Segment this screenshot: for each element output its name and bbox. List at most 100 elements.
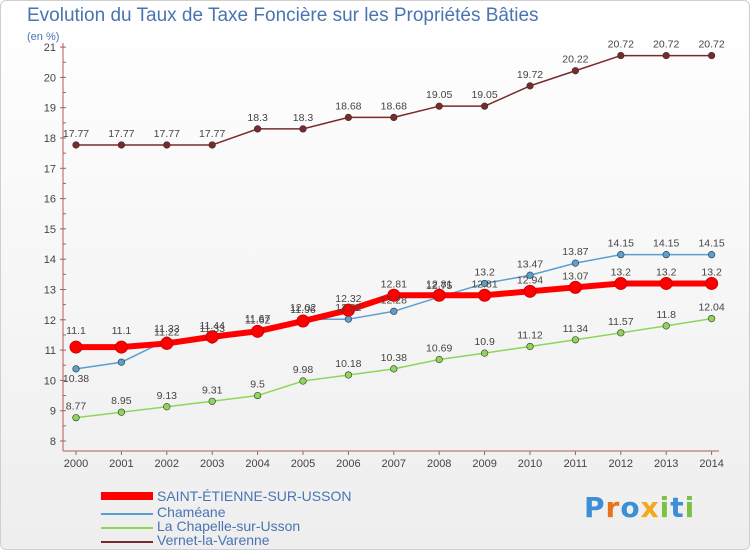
data-point bbox=[72, 365, 80, 373]
data-label: 13.87 bbox=[562, 246, 588, 258]
data-label: 12.81 bbox=[381, 278, 407, 290]
data-point bbox=[387, 288, 401, 302]
data-label: 17.77 bbox=[63, 128, 89, 140]
data-label: 11.33 bbox=[199, 323, 225, 335]
x-tick-label: 2009 bbox=[472, 458, 496, 470]
y-tick-label: 8 bbox=[50, 436, 56, 448]
data-point bbox=[571, 259, 580, 267]
data-point bbox=[526, 82, 534, 90]
x-tick-label: 2014 bbox=[699, 458, 723, 470]
data-label: 20.72 bbox=[608, 39, 634, 51]
y-tick-label: 12 bbox=[44, 315, 56, 327]
data-point bbox=[617, 51, 625, 60]
data-point bbox=[617, 329, 625, 337]
y-tick-label: 9 bbox=[50, 406, 56, 418]
data-label: 9.13 bbox=[157, 390, 178, 402]
data-label: 18.3 bbox=[293, 112, 314, 124]
data-point bbox=[481, 102, 489, 110]
legend-swatch bbox=[101, 527, 153, 529]
data-label: 12.81 bbox=[426, 278, 452, 290]
data-label: 19.72 bbox=[517, 69, 543, 81]
data-point bbox=[208, 397, 216, 405]
data-label: 10.38 bbox=[381, 352, 407, 364]
x-tick-label: 2006 bbox=[336, 458, 360, 470]
data-point bbox=[299, 377, 307, 385]
data-point bbox=[435, 102, 443, 110]
y-tick-label: 13 bbox=[44, 285, 56, 297]
data-point bbox=[662, 251, 670, 259]
data-label: 9.5 bbox=[250, 379, 265, 391]
data-label: 12.02 bbox=[290, 302, 316, 314]
data-point bbox=[617, 251, 625, 259]
data-point bbox=[571, 336, 580, 344]
data-point bbox=[568, 280, 582, 294]
data-point bbox=[432, 288, 446, 302]
x-tick-label: 2013 bbox=[654, 458, 678, 470]
data-label: 12.94 bbox=[517, 274, 543, 286]
data-label: 18.3 bbox=[247, 112, 268, 124]
data-point bbox=[205, 330, 219, 344]
data-point bbox=[390, 365, 398, 373]
data-label: 13.2 bbox=[701, 266, 722, 278]
data-point bbox=[614, 276, 628, 290]
data-point bbox=[117, 408, 125, 416]
data-point bbox=[478, 288, 492, 302]
legend-label: Chaméane bbox=[157, 504, 226, 520]
x-tick-label: 2010 bbox=[518, 458, 542, 470]
y-tick-label: 11 bbox=[45, 345, 56, 357]
data-point bbox=[72, 414, 80, 422]
data-point bbox=[114, 340, 128, 354]
data-label: 12.04 bbox=[698, 302, 724, 314]
data-label: 14.15 bbox=[653, 238, 679, 250]
logo-letter: P bbox=[584, 491, 606, 524]
y-tick-label: 19 bbox=[44, 103, 56, 115]
x-tick-label: 2011 bbox=[564, 458, 588, 470]
data-point bbox=[72, 141, 80, 149]
data-label: 10.69 bbox=[426, 342, 452, 354]
x-tick-label: 2007 bbox=[382, 458, 406, 470]
data-label: 11.44 bbox=[199, 320, 225, 332]
data-point bbox=[662, 322, 670, 330]
data-label: 11.34 bbox=[563, 323, 589, 335]
data-label: 17.77 bbox=[154, 128, 180, 140]
data-label: 11.33 bbox=[154, 323, 180, 335]
data-label: 9.31 bbox=[202, 384, 223, 396]
data-label: 18.68 bbox=[381, 100, 407, 112]
data-point bbox=[251, 324, 265, 338]
legend-label: La Chapelle-sur-Usson bbox=[157, 518, 301, 534]
data-point bbox=[344, 371, 353, 379]
data-label: 19.05 bbox=[426, 89, 452, 101]
data-label: 20.72 bbox=[653, 39, 679, 51]
data-label: 11.12 bbox=[517, 329, 543, 341]
data-label: 20.72 bbox=[698, 39, 724, 51]
logo-letter: i bbox=[684, 491, 696, 524]
data-point bbox=[705, 276, 719, 290]
data-label: 12.28 bbox=[381, 294, 407, 306]
data-label: 8.77 bbox=[66, 401, 87, 413]
data-label: 11.1 bbox=[66, 325, 86, 337]
data-point bbox=[662, 51, 670, 60]
data-label: 11.96 bbox=[290, 304, 316, 316]
data-label: 10.38 bbox=[63, 373, 89, 385]
data-point bbox=[344, 113, 353, 121]
data-point bbox=[481, 279, 489, 288]
data-point bbox=[526, 342, 534, 351]
x-tick-label: 2001 bbox=[109, 458, 133, 470]
data-label: 13.2 bbox=[474, 266, 495, 278]
data-point bbox=[69, 340, 83, 354]
x-tick-label: 2008 bbox=[427, 458, 451, 470]
data-point bbox=[163, 141, 171, 149]
data-point bbox=[435, 355, 443, 364]
data-label: 17.77 bbox=[108, 128, 134, 140]
data-point bbox=[163, 403, 171, 411]
data-point bbox=[341, 303, 355, 317]
proxiti-logo: Proxiti bbox=[584, 491, 695, 524]
chart-unit-label: (en %) bbox=[27, 31, 60, 43]
y-tick-label: 20 bbox=[44, 72, 56, 84]
legend-label: Vernet-la-Varenne bbox=[157, 532, 270, 548]
data-label: 14.15 bbox=[608, 238, 634, 250]
logo-letter: r bbox=[605, 491, 621, 524]
chart-title: Evolution du Taux de Taxe Foncière sur l… bbox=[27, 5, 539, 26]
data-label: 11.1 bbox=[112, 325, 132, 337]
